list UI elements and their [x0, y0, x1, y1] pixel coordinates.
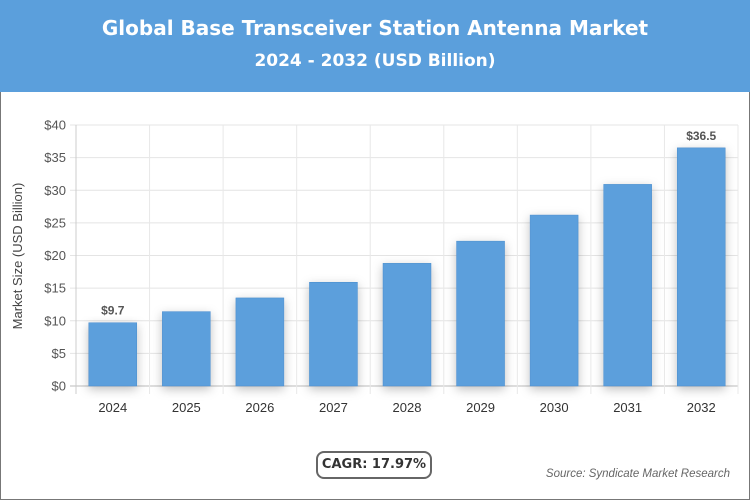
x-tick-label: 2029: [466, 400, 495, 415]
x-tick-label: 2031: [613, 400, 642, 415]
y-tick-label: $15: [44, 281, 66, 296]
y-tick-label: $30: [44, 183, 66, 198]
chart-header: Global Base Transceiver Station Antenna …: [0, 0, 750, 92]
bar-2028: [382, 263, 432, 387]
y-axis-label: Market Size (USD Billion): [10, 183, 25, 330]
bar-2026: [235, 297, 285, 387]
y-tick-label: $35: [44, 150, 66, 165]
y-tick-label: $10: [44, 313, 66, 328]
y-tick-label: $40: [44, 118, 66, 133]
x-tick-label: 2032: [687, 400, 716, 415]
x-tick-label: 2028: [393, 400, 422, 415]
x-tick-label: 2027: [319, 400, 348, 415]
cagr-badge: CAGR: 17.97%: [316, 451, 432, 479]
data-label: $36.5: [686, 129, 716, 143]
data-label: $9.7: [101, 304, 125, 318]
x-tick-label: 2026: [245, 400, 274, 415]
bar-2031: [603, 184, 652, 387]
bar-2025: [162, 311, 211, 387]
x-tick-label: 2024: [98, 400, 127, 415]
bar-2024: [88, 322, 138, 387]
y-tick-label: $20: [44, 248, 66, 263]
bar-2032: [676, 147, 726, 387]
x-tick-label: 2025: [172, 400, 201, 415]
bar-2029: [456, 240, 505, 387]
x-tick-label: 2030: [540, 400, 569, 415]
y-tick-label: $25: [44, 215, 66, 230]
source-note: Source: Syndicate Market Research: [545, 468, 730, 480]
y-tick-label: $5: [52, 346, 66, 361]
bar-2030: [529, 214, 579, 387]
bar-2027: [309, 282, 358, 387]
chart-title: Global Base Transceiver Station Antenna …: [101, 16, 649, 40]
y-tick-label: $0: [52, 379, 66, 394]
chart-subtitle: 2024 - 2032 (USD Billion): [254, 51, 496, 71]
